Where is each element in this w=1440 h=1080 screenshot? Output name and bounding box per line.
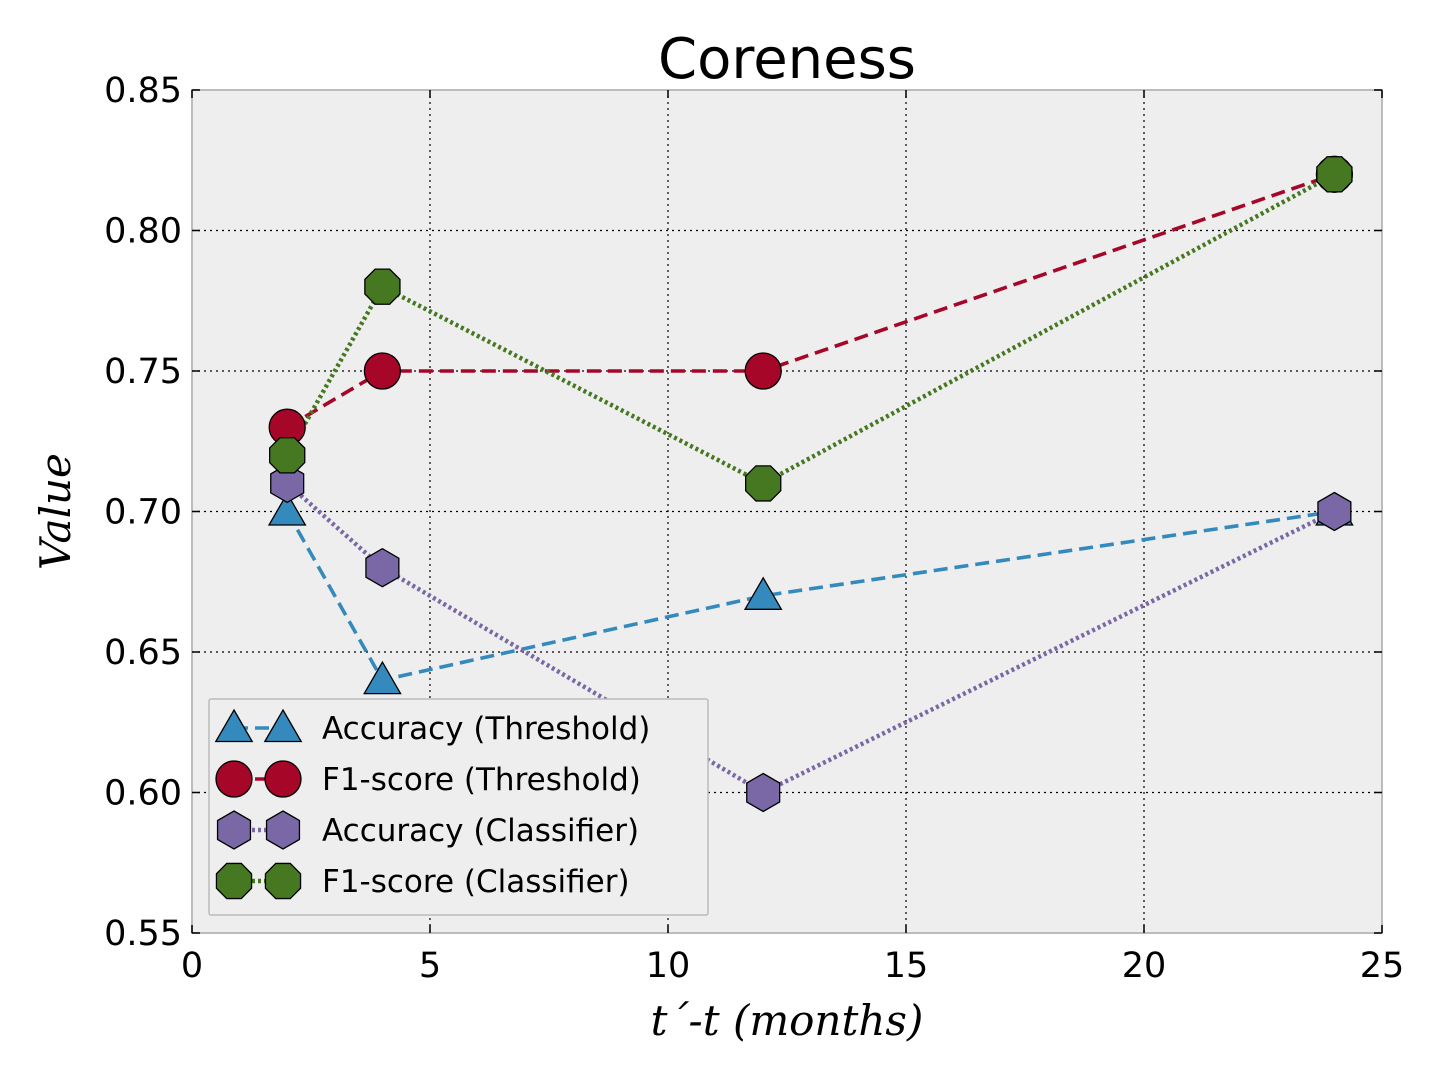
x-axis-label: t´-t (months)	[651, 996, 924, 1045]
x-tick-label: 25	[1360, 946, 1405, 986]
legend-label-accuracy-classifier: Accuracy (Classifier)	[322, 813, 639, 849]
legend-label-f1-score-classifier: F1-score (Classifier)	[322, 864, 630, 900]
x-tick-label: 15	[884, 946, 929, 986]
y-tick-label: 0.85	[104, 71, 182, 111]
data-point-accuracy-classifier	[365, 547, 400, 588]
legend-marker-accuracy-threshold	[214, 708, 254, 743]
series-line-f1-score-classifier	[285, 172, 1336, 486]
data-point-accuracy-threshold	[267, 492, 307, 526]
data-point-f1-score-threshold	[363, 352, 402, 390]
legend-label-accuracy-threshold: Accuracy (Threshold)	[322, 711, 650, 747]
data-point-f1-score-classifier	[364, 268, 401, 305]
series-lines	[285, 172, 1336, 796]
data-point-f1-score-threshold	[744, 352, 782, 390]
series-line-accuracy-threshold	[285, 509, 1335, 683]
ticks: 0 5 10 15 20 25 0.55 0.60 0.65 0.70 0.75 0.80 0.85	[104, 71, 1404, 986]
data-point-f1-score-classifier	[268, 437, 306, 474]
series-markers	[267, 155, 1354, 813]
legend-marker-f1-score-classifier	[215, 862, 253, 900]
legend-marker-f1-score-classifier	[264, 862, 302, 900]
y-tick-label: 0.55	[104, 914, 182, 954]
x-tick-label: 0	[181, 946, 203, 986]
legend-marker-f1-score-threshold	[264, 760, 302, 798]
y-axis-label: Value	[31, 453, 80, 570]
legend-marker-accuracy-classifier	[216, 810, 252, 850]
data-point-accuracy-threshold	[363, 660, 402, 695]
x-tick-label: 5	[419, 946, 441, 986]
legend-marker-f1-score-threshold	[215, 760, 253, 798]
y-tick-label: 0.65	[104, 633, 182, 673]
data-point-f1-score-classifier	[745, 465, 782, 502]
data-point-accuracy-classifier	[746, 772, 781, 813]
series-line-accuracy-classifier	[285, 481, 1336, 796]
data-point-accuracy-classifier	[1317, 491, 1352, 532]
x-tick-label: 20	[1122, 946, 1167, 986]
data-point-f1-score-classifier	[1316, 156, 1353, 193]
y-tick-label: 0.70	[104, 493, 182, 533]
series-line-f1-score-threshold	[286, 172, 1335, 429]
data-point-accuracy-threshold	[743, 576, 783, 610]
legend-label-f1-score-threshold: F1-score (Threshold)	[322, 762, 641, 798]
data-point-accuracy-classifier	[270, 463, 305, 504]
x-tick-label: 10	[646, 946, 691, 986]
legend-box	[208, 698, 709, 916]
y-tick-label: 0.75	[104, 352, 182, 392]
legend-marker-accuracy-classifier	[265, 810, 301, 850]
y-tick-label: 0.80	[104, 212, 182, 252]
chart-title: Coreness	[658, 27, 916, 92]
legend: Accuracy (Threshold) F1-score (Threshold)…	[208, 698, 709, 916]
legend-marker-accuracy-threshold	[263, 708, 303, 743]
y-tick-label: 0.60	[104, 774, 182, 814]
